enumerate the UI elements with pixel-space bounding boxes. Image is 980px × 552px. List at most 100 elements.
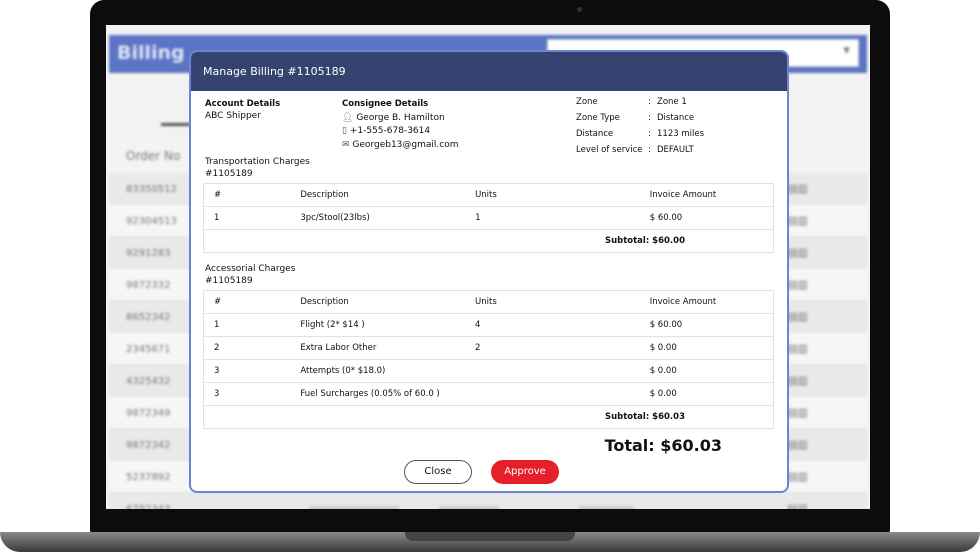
document-icons[interactable]: ▤▥ bbox=[787, 342, 808, 355]
zone-info-value: 1123 miles bbox=[657, 129, 704, 139]
zone-info-value: Distance bbox=[657, 113, 695, 123]
charge-cell bbox=[465, 359, 640, 383]
document-icons[interactable]: ▤▥ bbox=[787, 182, 808, 195]
transportation-charges-table: # Description Units Invoice Amount 1 3pc/Stoo… bbox=[203, 183, 774, 253]
charge-cell: 2 bbox=[203, 336, 291, 360]
modal-title: Manage Billing #1105189 bbox=[203, 65, 346, 78]
active-tab-indicator bbox=[161, 123, 191, 126]
charge-cell: $ 60.00 bbox=[639, 313, 774, 337]
subtotal-row: Subtotal: $60.00 bbox=[203, 229, 774, 253]
charge-cell: $ 0.00 bbox=[639, 382, 774, 406]
document-icons[interactable]: ▤▥ bbox=[787, 278, 808, 291]
accessorial-charges-id: #1105189 bbox=[205, 276, 253, 286]
approve-button[interactable]: Approve bbox=[491, 460, 559, 484]
order-number: 2345671 bbox=[126, 344, 171, 355]
order-number: 92304513 bbox=[126, 216, 177, 227]
zone-info-key: Zone bbox=[576, 97, 598, 107]
charge-cell: 3 bbox=[203, 382, 291, 406]
column-header: Description bbox=[290, 183, 466, 207]
order-number: 8652342 bbox=[126, 312, 171, 323]
charge-cell: 2 bbox=[465, 336, 640, 360]
consignee-name: George B. Hamilton bbox=[356, 113, 445, 123]
charge-cell: Extra Labor Other bbox=[290, 336, 466, 360]
laptop-notch bbox=[405, 532, 575, 541]
column-header: # bbox=[203, 183, 291, 207]
document-icons[interactable]: ▤▥ bbox=[787, 470, 808, 483]
cell-placeholder bbox=[579, 506, 634, 509]
column-header: Invoice Amount bbox=[639, 183, 774, 207]
charge-cell: Flight (2* $14 ) bbox=[290, 313, 466, 337]
table-header-row: # Description Units Invoice Amount bbox=[203, 290, 774, 314]
order-number: 83350512 bbox=[126, 184, 177, 195]
phone-icon: ▯ bbox=[342, 126, 347, 136]
total-amount: Total: $60.03 bbox=[604, 436, 722, 455]
user-icon: 👤︎ bbox=[342, 113, 354, 123]
column-header: Units bbox=[465, 290, 640, 314]
charge-cell: Fuel Surcharges (0.05% of 60.0 ) bbox=[290, 382, 466, 406]
transportation-charges-id: #1105189 bbox=[205, 169, 253, 179]
zone-info-key: Zone Type bbox=[576, 113, 620, 123]
charge-row: 3 Attempts (0* $18.0) $ 0.00 bbox=[203, 359, 774, 383]
document-icons[interactable]: ▤▥ bbox=[787, 310, 808, 323]
zone-info-key: Distance bbox=[576, 129, 614, 139]
transportation-charges-label: Transportation Charges bbox=[205, 157, 310, 167]
subtotal-row: Subtotal: $60.03 bbox=[203, 405, 774, 429]
column-header: Invoice Amount bbox=[639, 290, 774, 314]
charge-cell: $ 0.00 bbox=[639, 336, 774, 360]
charge-cell: Attempts (0* $18.0) bbox=[290, 359, 466, 383]
table-row[interactable]: 6782343 ▤▥ bbox=[109, 493, 867, 509]
order-number: 9872349 bbox=[126, 408, 171, 419]
charge-row: 3 Fuel Surcharges (0.05% of 60.0 ) $ 0.00 bbox=[203, 382, 774, 406]
mail-icon: ✉ bbox=[342, 140, 350, 150]
zone-info-key: Level of service bbox=[576, 145, 643, 155]
camera bbox=[577, 7, 582, 12]
column-header-order-no: Order No bbox=[126, 149, 181, 163]
cell-placeholder bbox=[439, 506, 499, 509]
charge-cell: $ 0.00 bbox=[639, 359, 774, 383]
modal-header: Manage Billing #1105189 bbox=[191, 52, 787, 91]
document-icons[interactable]: ▤▥ bbox=[787, 438, 808, 451]
zone-info-value: DEFAULT bbox=[657, 145, 694, 155]
document-icons[interactable]: ▤▥ bbox=[787, 406, 808, 419]
charge-cell: 1 bbox=[203, 313, 291, 337]
order-number: 4325432 bbox=[126, 376, 171, 387]
close-button[interactable]: Close bbox=[404, 460, 472, 484]
charge-cell: 1 bbox=[465, 206, 640, 230]
table-header-row: # Description Units Invoice Amount bbox=[203, 183, 774, 207]
document-icons[interactable]: ▤▥ bbox=[787, 502, 808, 509]
screen: Billing ▼ Order No 83350512 ▤▥ 92304513 ▤… bbox=[106, 25, 870, 509]
subtotal: Subtotal: $60.00 bbox=[203, 229, 774, 253]
order-number: 5237892 bbox=[126, 472, 171, 483]
document-icons[interactable]: ▤▥ bbox=[787, 214, 808, 227]
document-icons[interactable]: ▤▥ bbox=[787, 374, 808, 387]
charge-row: 1 3pc/Stool(23lbs) 1 $ 60.00 bbox=[203, 206, 774, 230]
account-details-label: Account Details bbox=[205, 99, 281, 109]
cell-placeholder bbox=[309, 506, 399, 509]
charge-row: 2 Extra Labor Other 2 $ 0.00 bbox=[203, 336, 774, 360]
order-number: 6782343 bbox=[126, 504, 171, 509]
order-number: 9291283 bbox=[126, 248, 171, 259]
charge-cell: 3pc/Stool(23lbs) bbox=[290, 206, 466, 230]
consignee-details-label: Consignee Details bbox=[342, 99, 429, 109]
charge-cell bbox=[465, 382, 640, 406]
column-header: # bbox=[203, 290, 291, 314]
charge-cell: 1 bbox=[203, 206, 291, 230]
column-header: Description bbox=[290, 290, 466, 314]
page-title: Billing bbox=[117, 42, 185, 64]
consignee-phone: +1-555-678-3614 bbox=[349, 126, 431, 136]
charge-cell: 4 bbox=[465, 313, 640, 337]
subtotal: Subtotal: $60.03 bbox=[203, 405, 774, 429]
zone-info-value: Zone 1 bbox=[657, 97, 687, 107]
consignee-email: Georgeb13@gmail.com bbox=[352, 140, 459, 150]
charge-cell: 3 bbox=[203, 359, 291, 383]
charge-row: 1 Flight (2* $14 ) 4 $ 60.00 bbox=[203, 313, 774, 337]
document-icons[interactable]: ▤▥ bbox=[787, 246, 808, 259]
charge-cell: $ 60.00 bbox=[639, 206, 774, 230]
manage-billing-modal: Manage Billing #1105189 Account Details … bbox=[189, 50, 789, 493]
order-number: 9872342 bbox=[126, 440, 171, 451]
accessorial-charges-table: # Description Units Invoice Amount 1 Flight (… bbox=[203, 290, 774, 429]
accessorial-charges-label: Accessorial Charges bbox=[205, 264, 296, 274]
order-number: 9872332 bbox=[126, 280, 171, 291]
laptop-base bbox=[0, 532, 980, 552]
chevron-down-icon: ▼ bbox=[843, 46, 850, 56]
